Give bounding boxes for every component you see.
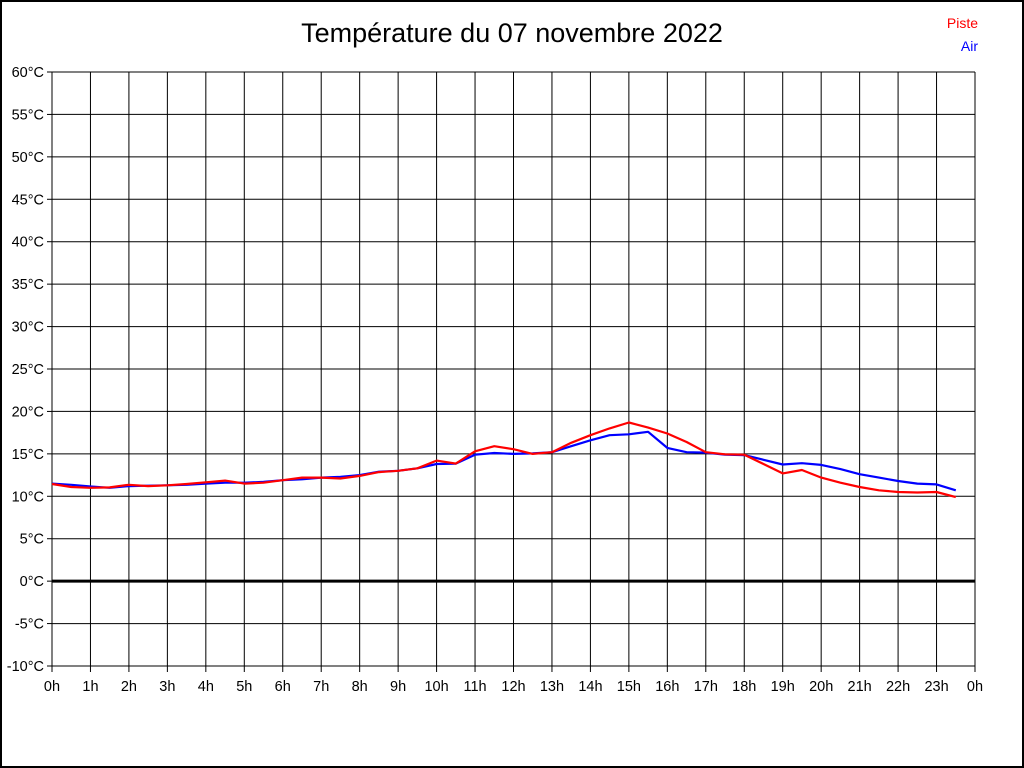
y-axis-label: 55°C xyxy=(12,107,44,123)
x-axis-label: 16h xyxy=(655,679,679,695)
x-axis-label: 12h xyxy=(501,679,525,695)
x-axis-label: 2h xyxy=(121,679,137,695)
y-axis-label: 40°C xyxy=(12,235,44,251)
x-axis-label: 14h xyxy=(578,679,602,695)
y-axis-label: 10°C xyxy=(12,489,44,505)
piste-temperature-line xyxy=(51,421,957,499)
x-axis-label: 1h xyxy=(82,679,98,695)
chart-legend: Piste Air xyxy=(947,12,978,58)
legend-label-air: Air xyxy=(960,38,978,54)
y-axis-label: 50°C xyxy=(12,150,44,166)
legend-label-piste: Piste xyxy=(946,15,978,31)
x-axis-label: 8h xyxy=(352,679,368,695)
x-axis-label: 23h xyxy=(924,679,948,695)
x-axis-label: 19h xyxy=(771,679,795,695)
x-axis-label: 4h xyxy=(198,679,214,695)
x-axis-labels: 0h 1h 2h 3h 4h 5h 6h 7h 8h 9h 10h 11h 12h 13h 14h 15h 16… xyxy=(44,679,983,695)
x-axis-label: 3h xyxy=(159,679,175,695)
x-axis-label: 0h xyxy=(44,679,60,695)
y-axis-label: -10°C xyxy=(7,659,44,675)
x-axis-label: 18h xyxy=(732,679,756,695)
y-axis-label: 0°C xyxy=(20,574,44,590)
y-axis-label: 60°C xyxy=(12,65,44,81)
x-axis-label: 10h xyxy=(424,679,448,695)
x-axis-label: 15h xyxy=(617,679,641,695)
air-temperature-line xyxy=(51,430,957,492)
y-axis-label: 15°C xyxy=(12,447,44,463)
x-axis-label: 6h xyxy=(275,679,291,695)
grid-lines xyxy=(47,71,976,672)
y-axis-label: 35°C xyxy=(12,277,44,293)
x-axis-label: 13h xyxy=(540,679,564,695)
x-axis-label: 11h xyxy=(463,679,486,695)
x-axis-label: 21h xyxy=(848,679,872,695)
x-axis-label: 7h xyxy=(313,679,329,695)
y-axis-label: 20°C xyxy=(12,404,44,420)
x-axis-label: 9h xyxy=(390,679,406,695)
y-axis-label: -5°C xyxy=(15,617,44,633)
y-axis-label: 30°C xyxy=(12,320,44,336)
x-axis-label: 0h xyxy=(967,679,983,695)
x-axis-label: 22h xyxy=(886,679,910,695)
x-axis-label: 20h xyxy=(809,679,833,695)
x-axis-label: 5h xyxy=(236,679,252,695)
y-axis-label: 45°C xyxy=(12,192,44,208)
y-axis-label: 25°C xyxy=(12,362,44,378)
y-axis-label: 5°C xyxy=(20,532,44,548)
chart-title: Température du 07 novembre 2022 xyxy=(301,18,723,48)
y-axis-labels: 60°C 55°C 50°C 45°C 40°C 35°C 30°C 25°C 20°C 15°C… xyxy=(7,65,44,675)
x-axis-label: 17h xyxy=(694,679,718,695)
